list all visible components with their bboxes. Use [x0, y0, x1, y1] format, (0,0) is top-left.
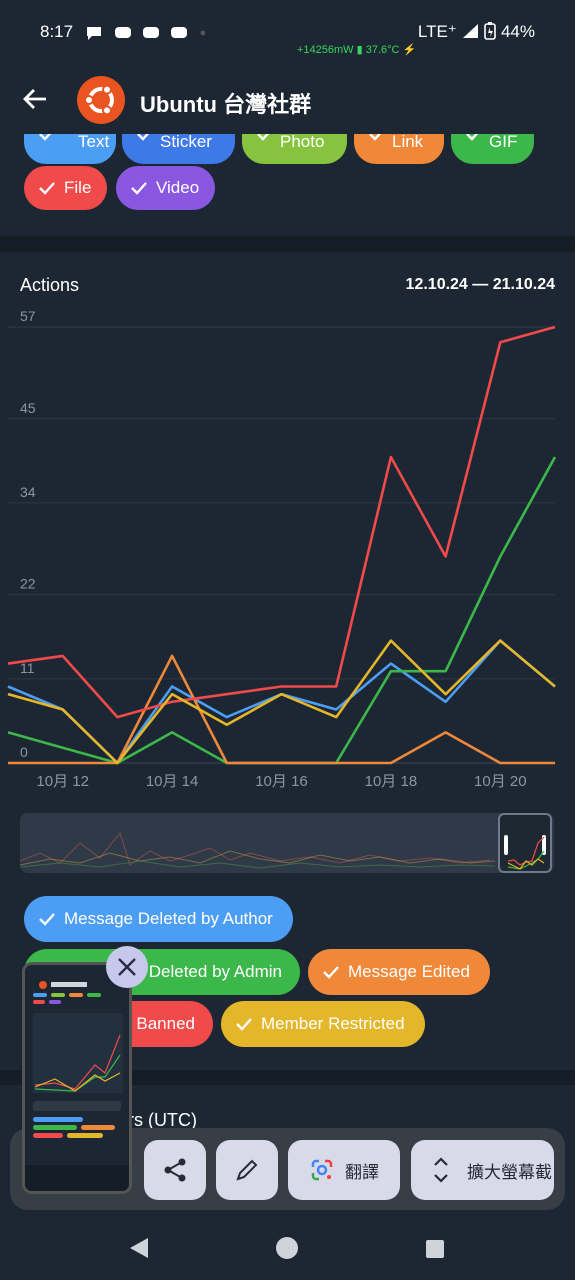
filter-chip-photo[interactable]: Photo	[242, 132, 347, 164]
y-tick-label: 57	[20, 310, 36, 324]
status-right: LTE⁺ 44%	[418, 22, 535, 42]
close-icon	[118, 958, 136, 976]
chart-range-navigator[interactable]	[20, 813, 554, 873]
check-icon	[39, 134, 52, 141]
circle-home-icon	[276, 1237, 298, 1259]
filter-chip-link[interactable]: Link	[354, 132, 444, 164]
filter-chip-video[interactable]: Video	[116, 166, 216, 210]
filter-chip-label: Photo	[280, 132, 325, 151]
check-icon	[236, 1018, 252, 1031]
page-title: Ubuntu 台灣社群	[140, 92, 312, 117]
check-icon	[137, 134, 150, 141]
check-icon	[323, 966, 339, 979]
x-tick-label: 10月 20	[474, 773, 527, 790]
x-tick-label: 10月 16	[255, 773, 308, 790]
legend-chip-label: Message Deleted by Author	[64, 909, 273, 928]
legend-chip-message-edited[interactable]: Message Edited	[308, 949, 490, 995]
filter-chip-label: GIF	[489, 132, 518, 151]
section-divider	[0, 1070, 575, 1086]
actions-title: Actions	[20, 275, 80, 295]
filter-chip-label: Link	[392, 132, 424, 151]
legend-chip-label: Banned	[136, 1014, 195, 1033]
nav-back-button[interactable]	[128, 1236, 152, 1265]
x-tick-label: 10月 12	[36, 773, 89, 790]
pencil-icon	[236, 1159, 258, 1181]
navigator-left-handle[interactable]	[504, 835, 508, 855]
filter-chip-label: Sticker	[160, 132, 212, 151]
nav-recents-button[interactable]	[425, 1239, 445, 1264]
legend-chip-label: Member Restricted	[261, 1014, 405, 1033]
y-tick-label: 0	[20, 744, 28, 760]
y-tick-label: 34	[20, 484, 36, 500]
ubuntu-logo-icon	[84, 84, 114, 116]
section-divider	[0, 236, 575, 252]
screenshot-thumbnail[interactable]	[22, 962, 132, 1194]
translate-label: 翻譯	[345, 1162, 379, 1182]
navigator-window[interactable]	[498, 813, 552, 873]
legend-chip-label: Deleted by Admin	[148, 962, 282, 981]
series-line	[7, 639, 556, 765]
share-icon	[164, 1158, 186, 1182]
navigator-right-handle[interactable]	[542, 835, 546, 855]
actions-line-chart[interactable]: 0 11 22 34 45 57 10月 12 10月 14 10月 16 10月 18 10月 2…	[0, 310, 575, 800]
filter-chip-gif[interactable]: GIF	[451, 132, 534, 164]
triangle-back-icon	[130, 1238, 148, 1258]
actions-date-range: 12.10.24 — 21.10.24	[405, 276, 555, 293]
share-button[interactable]	[144, 1140, 206, 1200]
check-icon	[39, 182, 55, 195]
legend-chip-label: Message Edited	[348, 962, 470, 981]
battery-icon	[484, 22, 497, 40]
filter-chip-label: File	[64, 178, 92, 197]
check-icon	[257, 134, 270, 141]
legend-chip-deleted-by-author[interactable]: Message Deleted by Author	[24, 896, 293, 942]
check-icon	[39, 913, 55, 926]
x-tick-label: 10月 18	[365, 773, 418, 790]
network-label: LTE⁺	[417, 22, 457, 41]
y-tick-label: 11	[20, 660, 35, 676]
filter-chip-label: Text	[78, 132, 110, 151]
nav-home-button[interactable]	[275, 1236, 299, 1265]
battery-label: 44%	[500, 22, 535, 41]
signal-icon	[462, 24, 478, 38]
edit-button[interactable]	[216, 1140, 278, 1200]
hours-section-title: rs (UTC)	[128, 1110, 197, 1130]
notification-icons	[85, 24, 206, 47]
back-button[interactable]	[20, 84, 50, 114]
series-line	[7, 325, 556, 719]
group-avatar[interactable]	[77, 76, 125, 124]
check-icon	[466, 134, 479, 141]
status-time: 8:17	[40, 22, 74, 41]
expand-vertical-icon	[434, 1157, 448, 1183]
filter-chip-text[interactable]: Text	[24, 132, 116, 164]
translate-button[interactable]: 翻譯	[288, 1140, 400, 1200]
navigator-preview	[20, 831, 496, 869]
arrow-left-icon	[23, 89, 46, 109]
chat-bubble-icon	[87, 27, 206, 40]
x-tick-label: 10月 14	[146, 773, 199, 790]
series-line	[7, 639, 556, 765]
check-icon	[369, 134, 382, 141]
check-icon	[131, 182, 147, 195]
power-readout: +14256mW ▮ 37.6°C ⚡	[297, 44, 417, 56]
legend-chip-member-restricted[interactable]: Member Restricted	[221, 1001, 425, 1047]
thumbnail-close-button[interactable]	[106, 946, 148, 988]
square-recents-icon	[426, 1240, 444, 1258]
y-tick-label: 45	[20, 400, 36, 416]
thumbnail-preview	[25, 965, 129, 1191]
expand-screenshot-button[interactable]: 擴大螢幕截	[411, 1140, 554, 1200]
filter-chip-label: Video	[156, 178, 200, 197]
expand-label: 擴大螢幕截	[467, 1162, 552, 1182]
filter-chip-file[interactable]: File	[24, 166, 108, 210]
series-line	[8, 654, 555, 765]
google-lens-icon	[311, 1159, 333, 1181]
navigator-window-preview	[507, 836, 545, 870]
filter-chip-sticker[interactable]: Sticker	[122, 132, 235, 164]
y-tick-label: 22	[20, 576, 36, 592]
